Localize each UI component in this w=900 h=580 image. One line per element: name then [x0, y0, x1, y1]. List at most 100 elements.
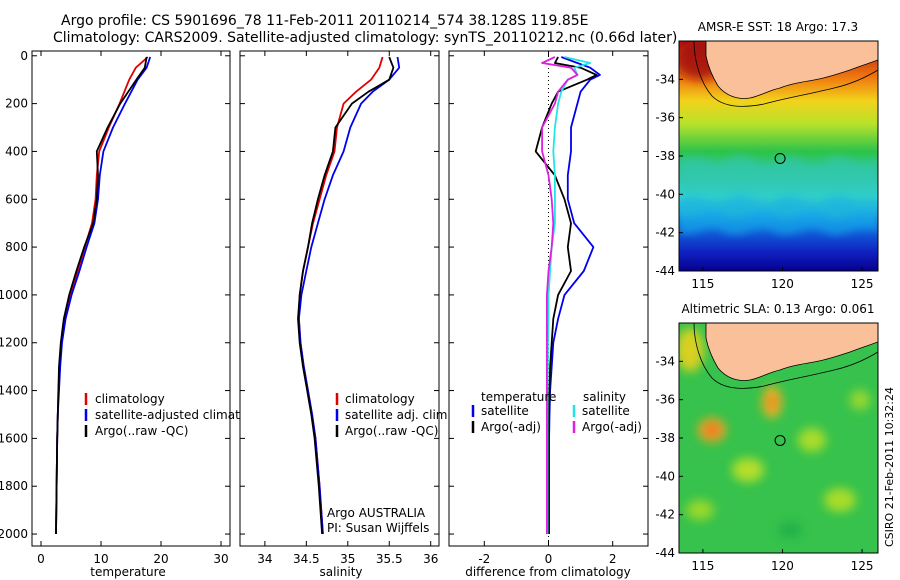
sst_map-ytick-label: -34: [655, 72, 675, 86]
salinity-xtick-label: 35: [340, 552, 355, 566]
difference-legend-temp-satellite: satellite: [481, 404, 529, 418]
sla_map-ytick-label: -44: [655, 546, 675, 560]
difference-xtick-label: 0: [545, 552, 553, 566]
csiro-timestamp: CSIRO 21-Feb-2011 10:32:24: [883, 387, 896, 547]
sst_map-ytick-label: -42: [655, 226, 675, 240]
sst_map-xtick-label: 125: [851, 277, 874, 291]
difference-xtick-label: 2: [609, 552, 617, 566]
depth-tick-label: 1400: [0, 384, 28, 398]
depth-tick-label: 2000: [0, 527, 28, 541]
difference-legend-header-salinity: salinity: [583, 390, 626, 404]
sla-yellow-patch-southeast: [824, 488, 856, 512]
sla-yellow-patch-southwest: [686, 500, 714, 520]
sla-shelf-contour: [693, 323, 878, 389]
depth-tick-label: 1800: [0, 479, 28, 493]
sst_map-ytick-label: -38: [655, 149, 675, 163]
temperature-xtick-label: 30: [213, 552, 228, 566]
sla-warm-eddy-central-core: [768, 396, 776, 408]
pi-name-label: PI: Susan Wijffels: [327, 521, 429, 535]
salinity-lines: [297, 56, 401, 535]
salinity-series-argo-raw-qc: [297, 56, 395, 535]
sla-yellow-patch-south: [732, 458, 764, 482]
sst_map-xtick-label: 115: [691, 277, 714, 291]
depth-tick-label: 1000: [0, 288, 28, 302]
salinity-xtick-label: 35.5: [376, 552, 403, 566]
sla_map-xtick-label: 120: [771, 559, 794, 573]
temperature-legend: climatology satellite-adjusted climatolo…: [84, 392, 273, 438]
salinity-xlabel: salinity: [319, 565, 362, 579]
sla-map-ticks: 115 120 125 -34 -36 -38 -40 -42 -44: [655, 354, 873, 573]
sst_map-ytick-label: -40: [655, 187, 675, 201]
salinity-xtick-label: 34: [257, 552, 272, 566]
difference-xlabel: difference from climatology: [465, 565, 631, 579]
salinity-legend-argo: Argo(..raw -QC): [345, 424, 438, 438]
sla-warm-eddy-west-core: [706, 425, 718, 435]
sla-yellow-patch-northeast: [850, 390, 870, 410]
salinity-legend-satellite: satellite adj. clim.: [345, 408, 451, 422]
sla-warm-eddy-northwest: [679, 328, 704, 372]
sla_map-ytick-label: -36: [655, 393, 675, 407]
figure-title-line2: Climatology: CARS2009. Satellite-adjuste…: [53, 30, 677, 46]
difference-xtick-label: -2: [478, 552, 490, 566]
temperature-xtick-label: 0: [37, 552, 45, 566]
temperature-xtick-label: 20: [153, 552, 168, 566]
difference-legend: temperature salinity satellite Argo(-adj…: [471, 390, 642, 434]
difference-series-temperature-argo-adj: [534, 56, 598, 534]
difference-lines: [534, 56, 601, 534]
temperature-xlabel: temperature: [90, 565, 165, 579]
sla-map-panel: Altimetric SLA: 0.13 Argo: 0.061 115 120 1: [655, 302, 879, 573]
sla-land-australia: [705, 323, 878, 381]
sst-map-title: AMSR-E SST: 18 Argo: 17.3: [698, 20, 858, 34]
temperature-lines: [55, 56, 152, 535]
salinity-xtick-label: 34.5: [293, 552, 320, 566]
salinity-xtick-label: 36: [423, 552, 438, 566]
sst_map-xtick-label: 120: [771, 277, 794, 291]
depth-tick-label: 600: [5, 192, 28, 206]
sla-map-title: Altimetric SLA: 0.13 Argo: 0.061: [681, 302, 874, 316]
sla_map-ytick-label: -42: [655, 508, 675, 522]
temperature-panel: 0 10 20 30 0 200 400 600 800 1000 1200 1400 1600 1800…: [0, 49, 273, 579]
sst-argo-location-marker: [774, 152, 786, 164]
salinity-panel: 34 34.5 35 35.5 36 salinity climatology sate…: [239, 50, 451, 579]
sla_map-ytick-label: -38: [655, 431, 675, 445]
sst-map-panel: AMSR-E SST: 18 Argo: 17.3 115 120 125 -34 -3…: [655, 20, 879, 291]
argo-program-label: Argo AUSTRALIA: [327, 506, 426, 520]
depth-tick-label: 400: [5, 144, 28, 158]
sst_map-ytick-label: -36: [655, 111, 675, 125]
depth-tick-label: 1200: [0, 336, 28, 350]
salinity-legend: climatology satellite adj. clim. Argo(..…: [335, 392, 451, 438]
sst-shelf-contour: [693, 41, 878, 107]
difference-ticks: -2 0 2: [449, 51, 648, 566]
temperature-legend-satellite: satellite-adjusted climatology: [95, 408, 273, 422]
sla_map-ytick-label: -34: [655, 354, 675, 368]
difference-legend-header-temperature: temperature: [481, 390, 556, 404]
temperature-axes: [31, 50, 231, 547]
temperature-legend-climatology: climatology: [95, 392, 165, 406]
difference-series-salinity-argo-adj: [541, 56, 579, 534]
temperature-xtick-label: 10: [93, 552, 108, 566]
difference-panel: -2 0 2 difference from climatology tempera…: [448, 50, 649, 579]
temperature-series-argo-raw-qc: [55, 56, 148, 535]
sla-yellow-patch-east: [798, 428, 826, 452]
temperature-ticks: 0 10 20 30 0 200 400 600 800 1000 1200 1400 1600 1800…: [0, 49, 230, 566]
depth-tick-label: 200: [5, 97, 28, 111]
temperature-legend-argo: Argo(..raw -QC): [95, 424, 188, 438]
depth-tick-label: 1600: [0, 431, 28, 445]
salinity-ticks: 34 34.5 35 35.5 36: [240, 51, 439, 566]
sst_map-ytick-label: -44: [655, 264, 675, 278]
sla_map-xtick-label: 125: [851, 559, 874, 573]
sla-low-patch-south: [778, 522, 802, 538]
sla_map-xtick-label: 115: [691, 559, 714, 573]
depth-tick-label: 0: [20, 49, 28, 63]
salinity-axes: [239, 50, 440, 547]
difference-legend-sal-satellite: satellite: [582, 404, 630, 418]
sst-map-ticks: 115 120 125 -34 -36 -38 -40 -42 -44: [655, 72, 873, 291]
salinity-legend-climatology: climatology: [345, 392, 415, 406]
figure-title-line1: Argo profile: CS 5901696_78 11-Feb-2011 …: [61, 13, 588, 29]
difference-legend-temp-argo: Argo(-adj): [481, 420, 541, 434]
difference-legend-sal-argo: Argo(-adj): [582, 420, 642, 434]
depth-tick-label: 800: [5, 240, 28, 254]
sla-argo-location-marker: [774, 434, 786, 446]
sst-cool-band: [679, 195, 878, 235]
